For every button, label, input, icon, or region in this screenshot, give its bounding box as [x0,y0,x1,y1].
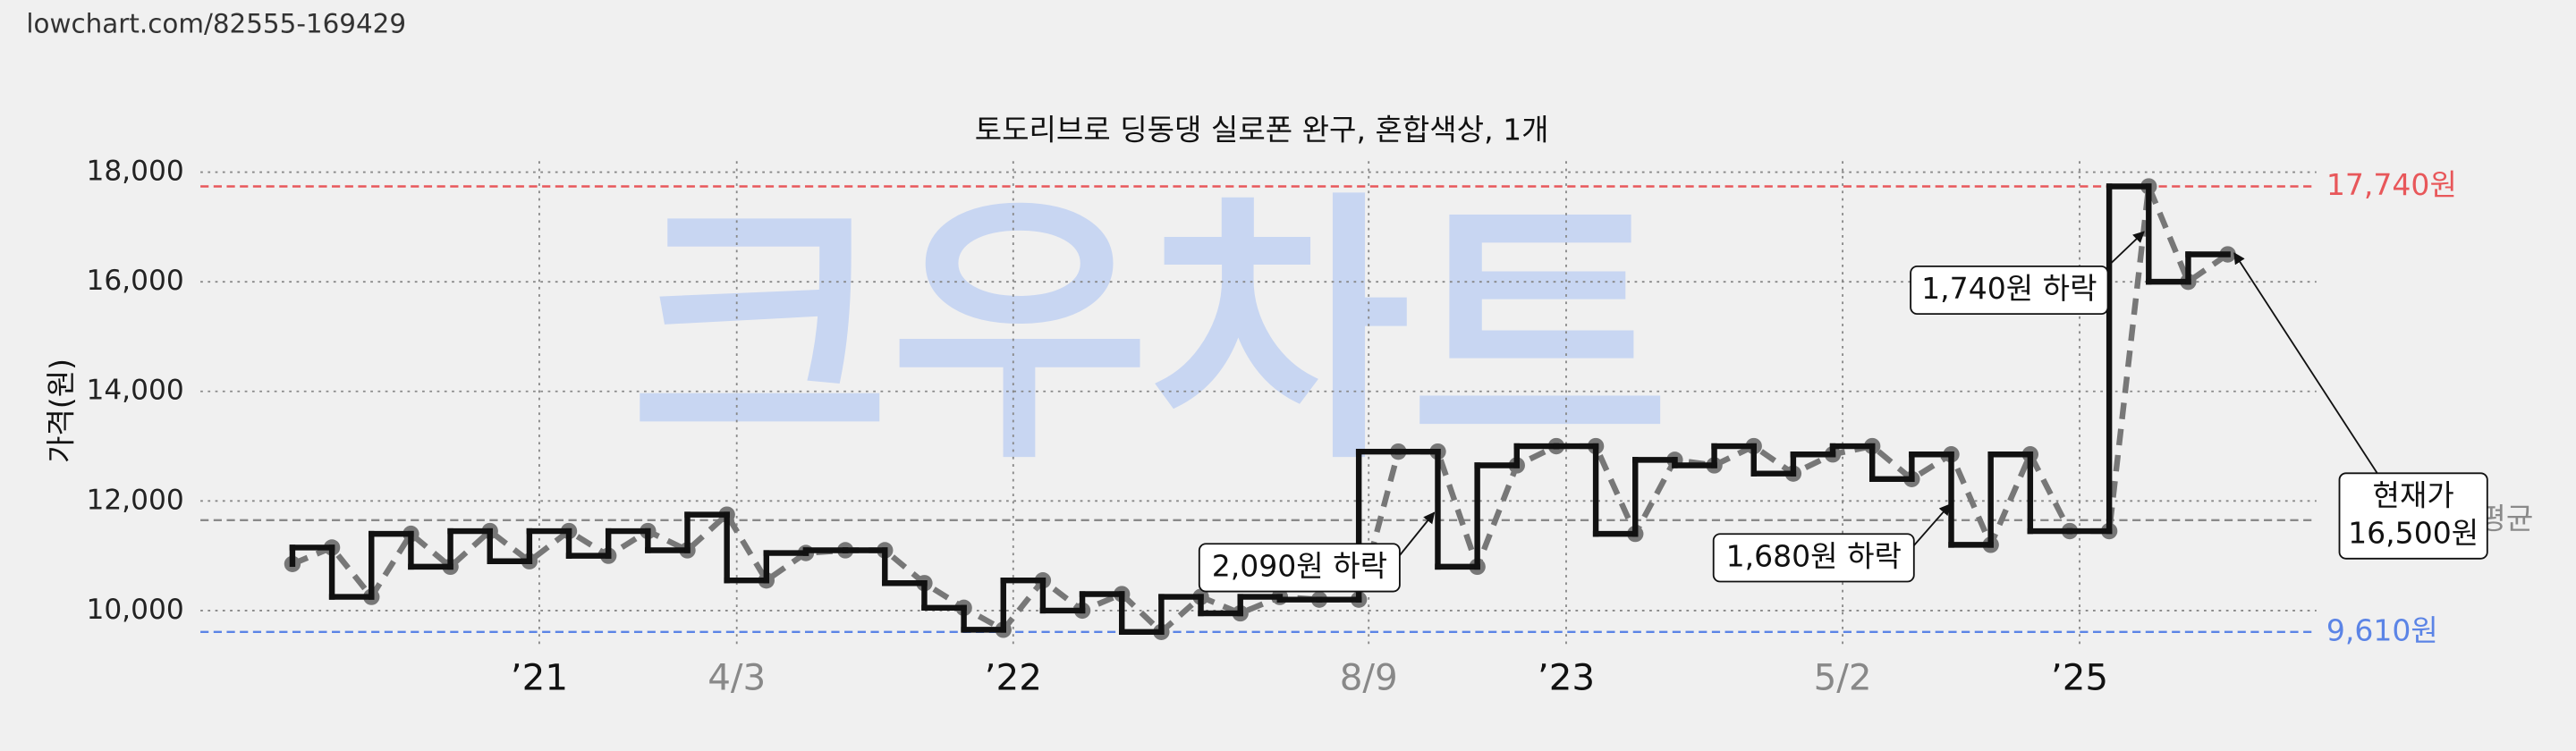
x-tick-label: ’21 [511,656,568,699]
annotation-arrow [1913,503,1952,546]
x-tick-label: ’23 [1538,656,1595,699]
annotation-box [1712,533,1915,583]
x-tick-label: 8/9 [1340,656,1398,699]
y-tick-label: 18,000 [86,156,183,188]
annotation-text: 1,740원 하락 [1921,271,2097,306]
annotation-text: 현재가 [2373,477,2454,512]
reference-label: 9,610원 [2326,612,2438,647]
x-tick-label: ’22 [985,656,1042,699]
reference-label: 17,740원 [2326,167,2457,202]
x-tick-label: 5/2 [1814,656,1872,699]
annotation-arrow [2233,252,2378,474]
annotation-text: 16,500원 [2348,516,2479,551]
annotation-arrow [2106,231,2145,267]
annotation-text: 1,680원 하락 [1726,538,1902,573]
y-axis-label: 가격(원) [43,359,78,463]
x-tick-label: ’25 [2051,656,2108,699]
y-tick-label: 14,000 [86,375,183,407]
source-url: lowchart.com/82555-169429 [26,8,406,38]
watermark: 크우차트 [630,169,1670,498]
annotation-box [2338,472,2488,560]
annotation-box [1910,265,2109,316]
annotation-text: 2,090원 하락 [1212,548,1387,583]
annotation-box [1198,543,1401,593]
y-tick-label: 10,000 [86,594,183,626]
chart-title: 토도리브로 딩동댕 실로폰 완구, 혼합색상, 1개 [975,113,1549,148]
annotation-arrow [1399,511,1436,556]
x-tick-label: 4/3 [708,656,766,699]
y-tick-label: 16,000 [86,265,183,297]
y-tick-label: 12,000 [86,484,183,516]
dashed-line [291,174,2230,637]
